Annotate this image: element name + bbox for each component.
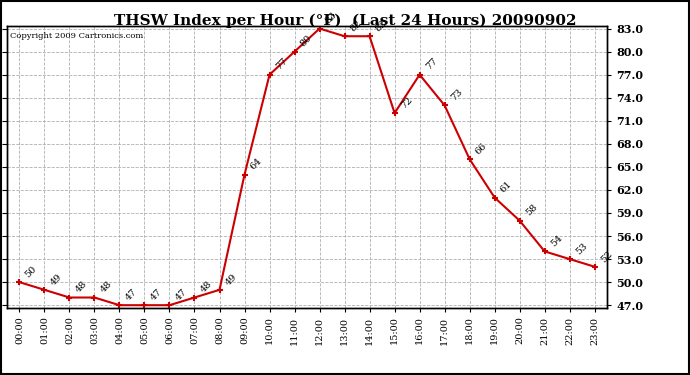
Text: THSW Index per Hour (°F)  (Last 24 Hours) 20090902: THSW Index per Hour (°F) (Last 24 Hours)…	[114, 13, 576, 27]
Text: 47: 47	[124, 287, 139, 302]
Text: 77: 77	[274, 57, 289, 72]
Text: 72: 72	[399, 95, 414, 110]
Text: 53: 53	[574, 241, 589, 256]
Text: 48: 48	[74, 280, 89, 295]
Text: 73: 73	[448, 87, 464, 103]
Text: 58: 58	[524, 203, 539, 218]
Text: 61: 61	[499, 180, 514, 195]
Text: 48: 48	[99, 280, 114, 295]
Text: 66: 66	[474, 141, 489, 156]
Text: 54: 54	[549, 234, 564, 249]
Text: 47: 47	[148, 287, 164, 302]
Text: 49: 49	[224, 272, 239, 287]
Text: 80: 80	[299, 34, 314, 49]
Text: 52: 52	[599, 249, 614, 264]
Text: 50: 50	[23, 264, 39, 279]
Text: 82: 82	[348, 18, 364, 33]
Text: 77: 77	[424, 57, 439, 72]
Text: 48: 48	[199, 280, 214, 295]
Text: 64: 64	[248, 157, 264, 172]
Text: 82: 82	[374, 18, 389, 33]
Text: 47: 47	[174, 287, 189, 302]
Text: Copyright 2009 Cartronics.com: Copyright 2009 Cartronics.com	[10, 32, 143, 40]
Text: 49: 49	[48, 272, 63, 287]
Text: 83: 83	[324, 10, 339, 26]
